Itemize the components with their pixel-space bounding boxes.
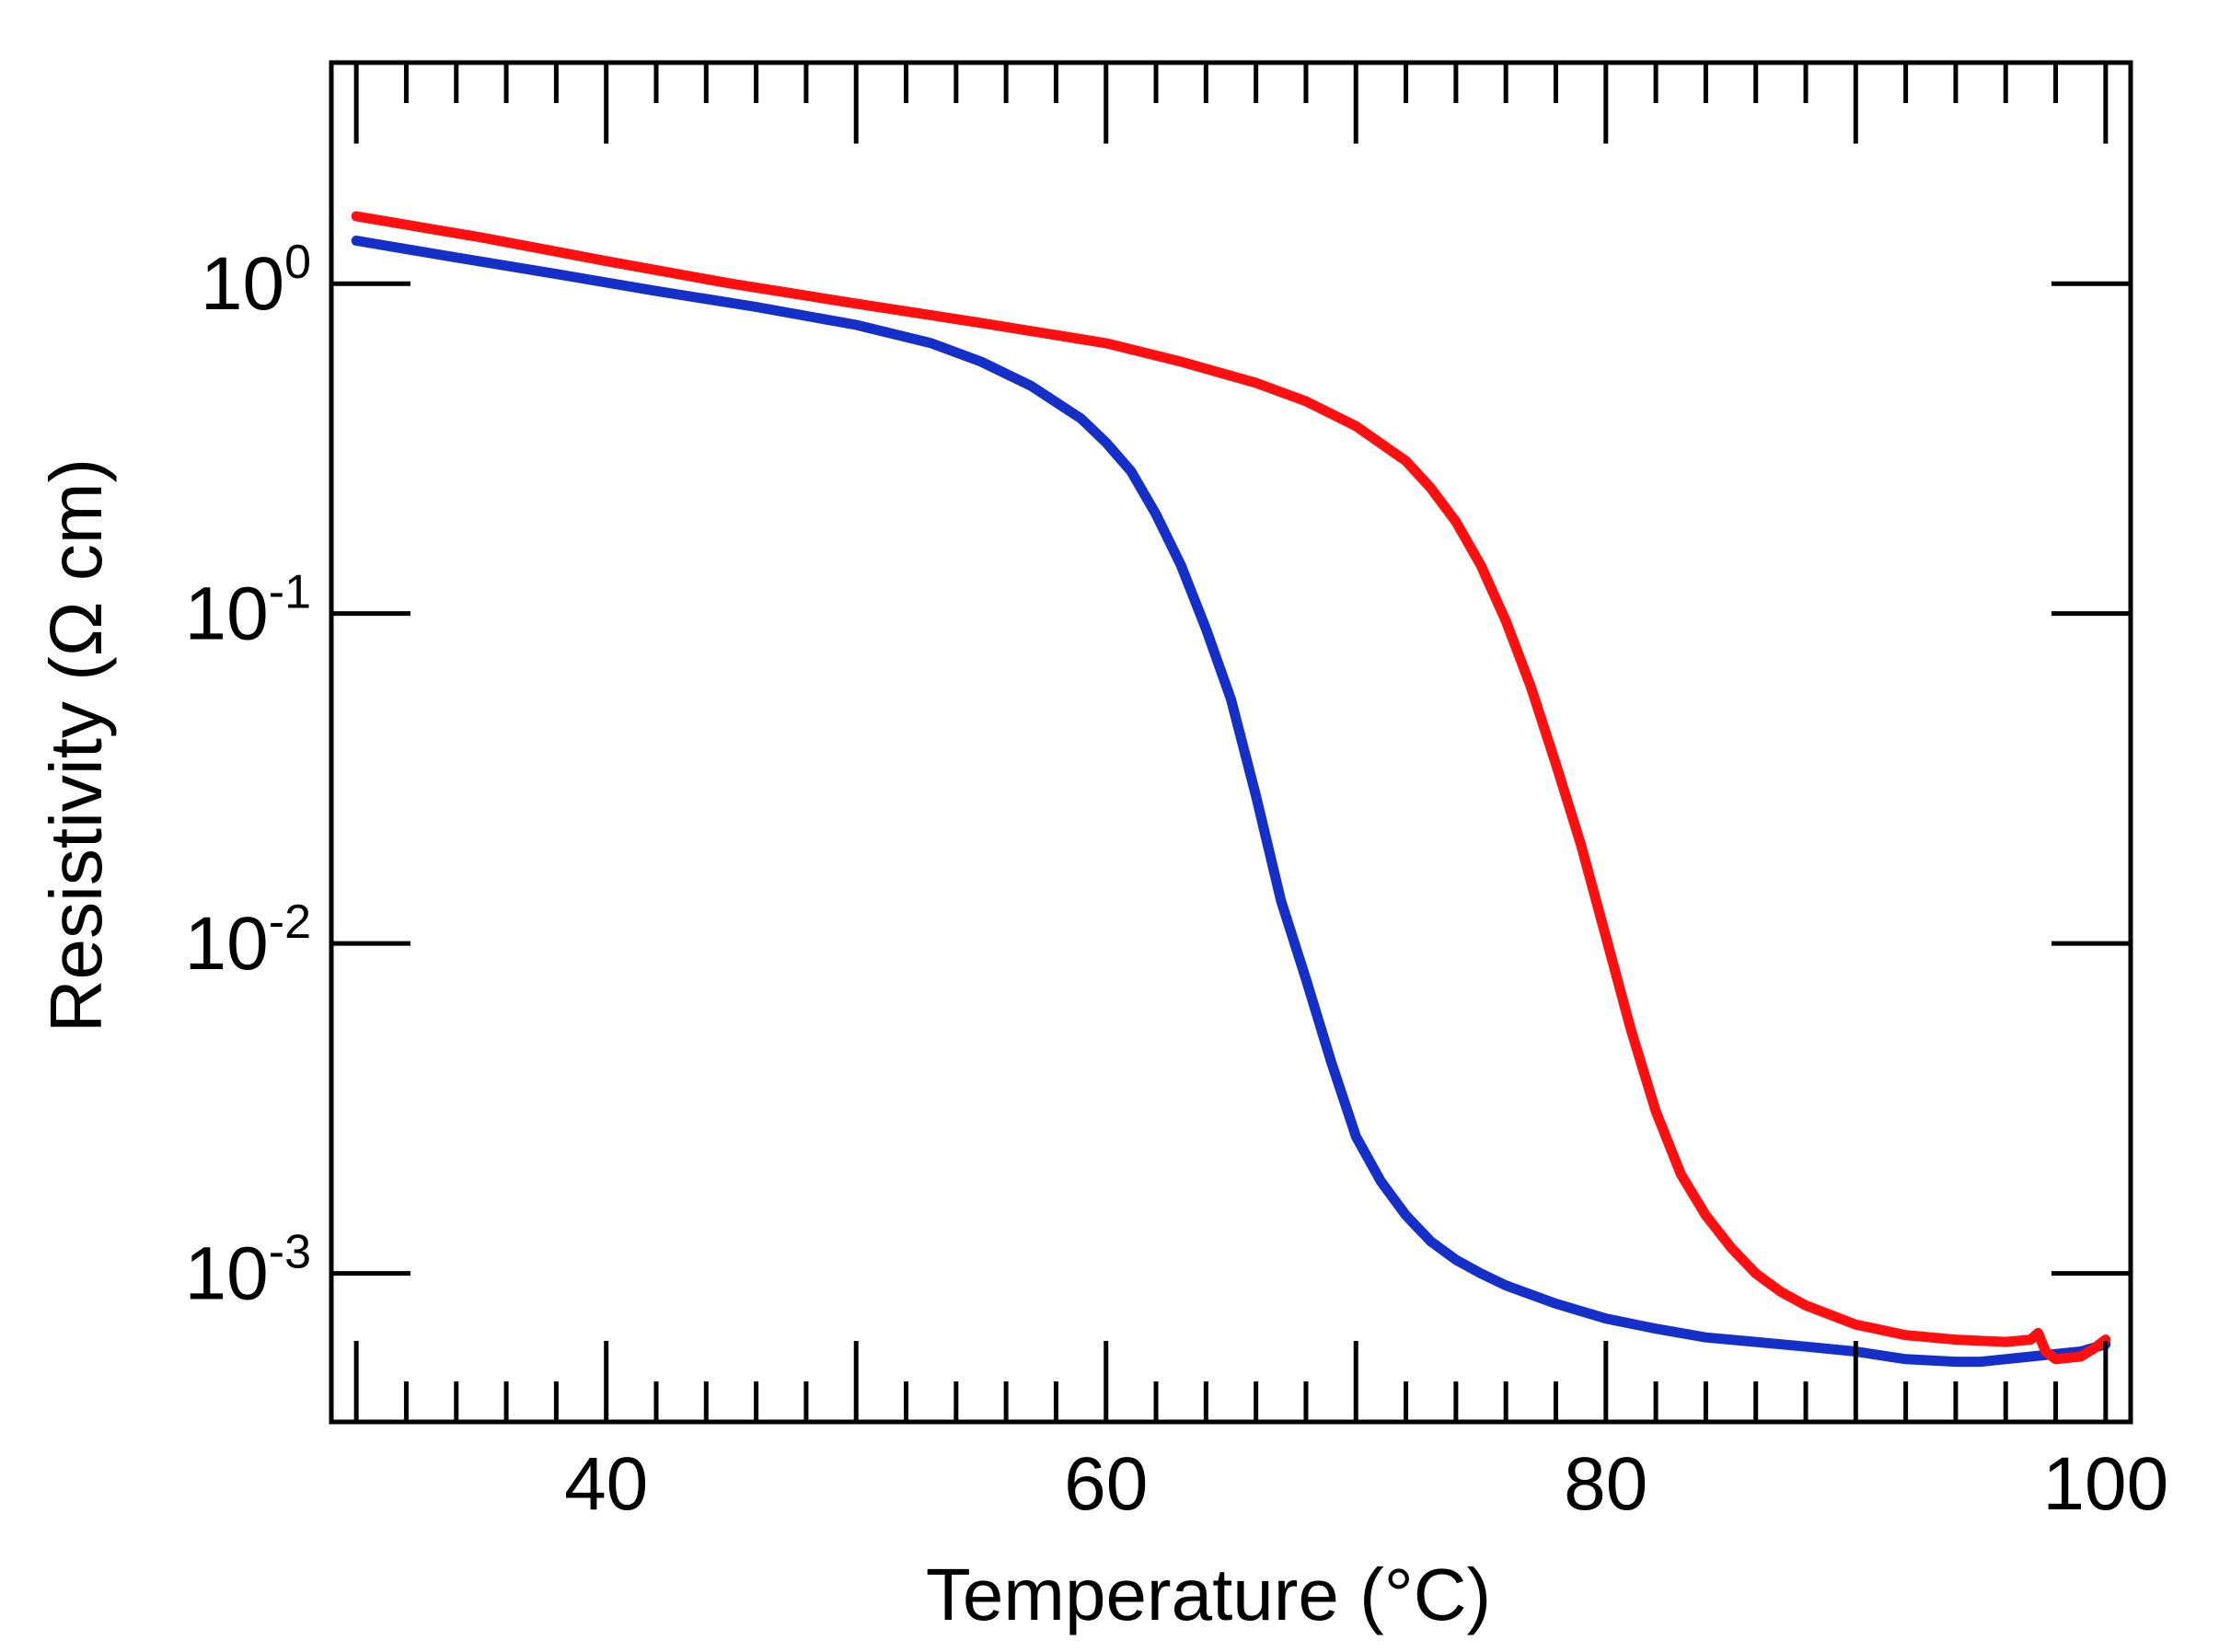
y-tick-label: 10-3 (185, 1226, 311, 1316)
plot-frame (329, 60, 2133, 1425)
y-axis-title: Resistivity (Ω cm) (35, 458, 117, 1033)
ticks-layer (331, 63, 2131, 1422)
y-tick-label: 100 (201, 236, 311, 326)
y-tick-label: 10-1 (185, 566, 311, 656)
series-line-blue (351, 236, 2111, 1368)
x-tick-label: 80 (1564, 1442, 1647, 1526)
labels-layer: 40 60 80 100 100 10-1 10-2 10-3 (185, 236, 2169, 1526)
series-line-red (351, 211, 2111, 1365)
x-tick-label: 60 (1064, 1442, 1148, 1526)
x-axis-title: Temperature (°C) (926, 1554, 1491, 1635)
y-tick-label: 10-2 (185, 895, 311, 986)
series-layer (351, 211, 2111, 1368)
x-tick-label: 40 (564, 1442, 648, 1526)
x-tick-label: 100 (2042, 1442, 2168, 1526)
